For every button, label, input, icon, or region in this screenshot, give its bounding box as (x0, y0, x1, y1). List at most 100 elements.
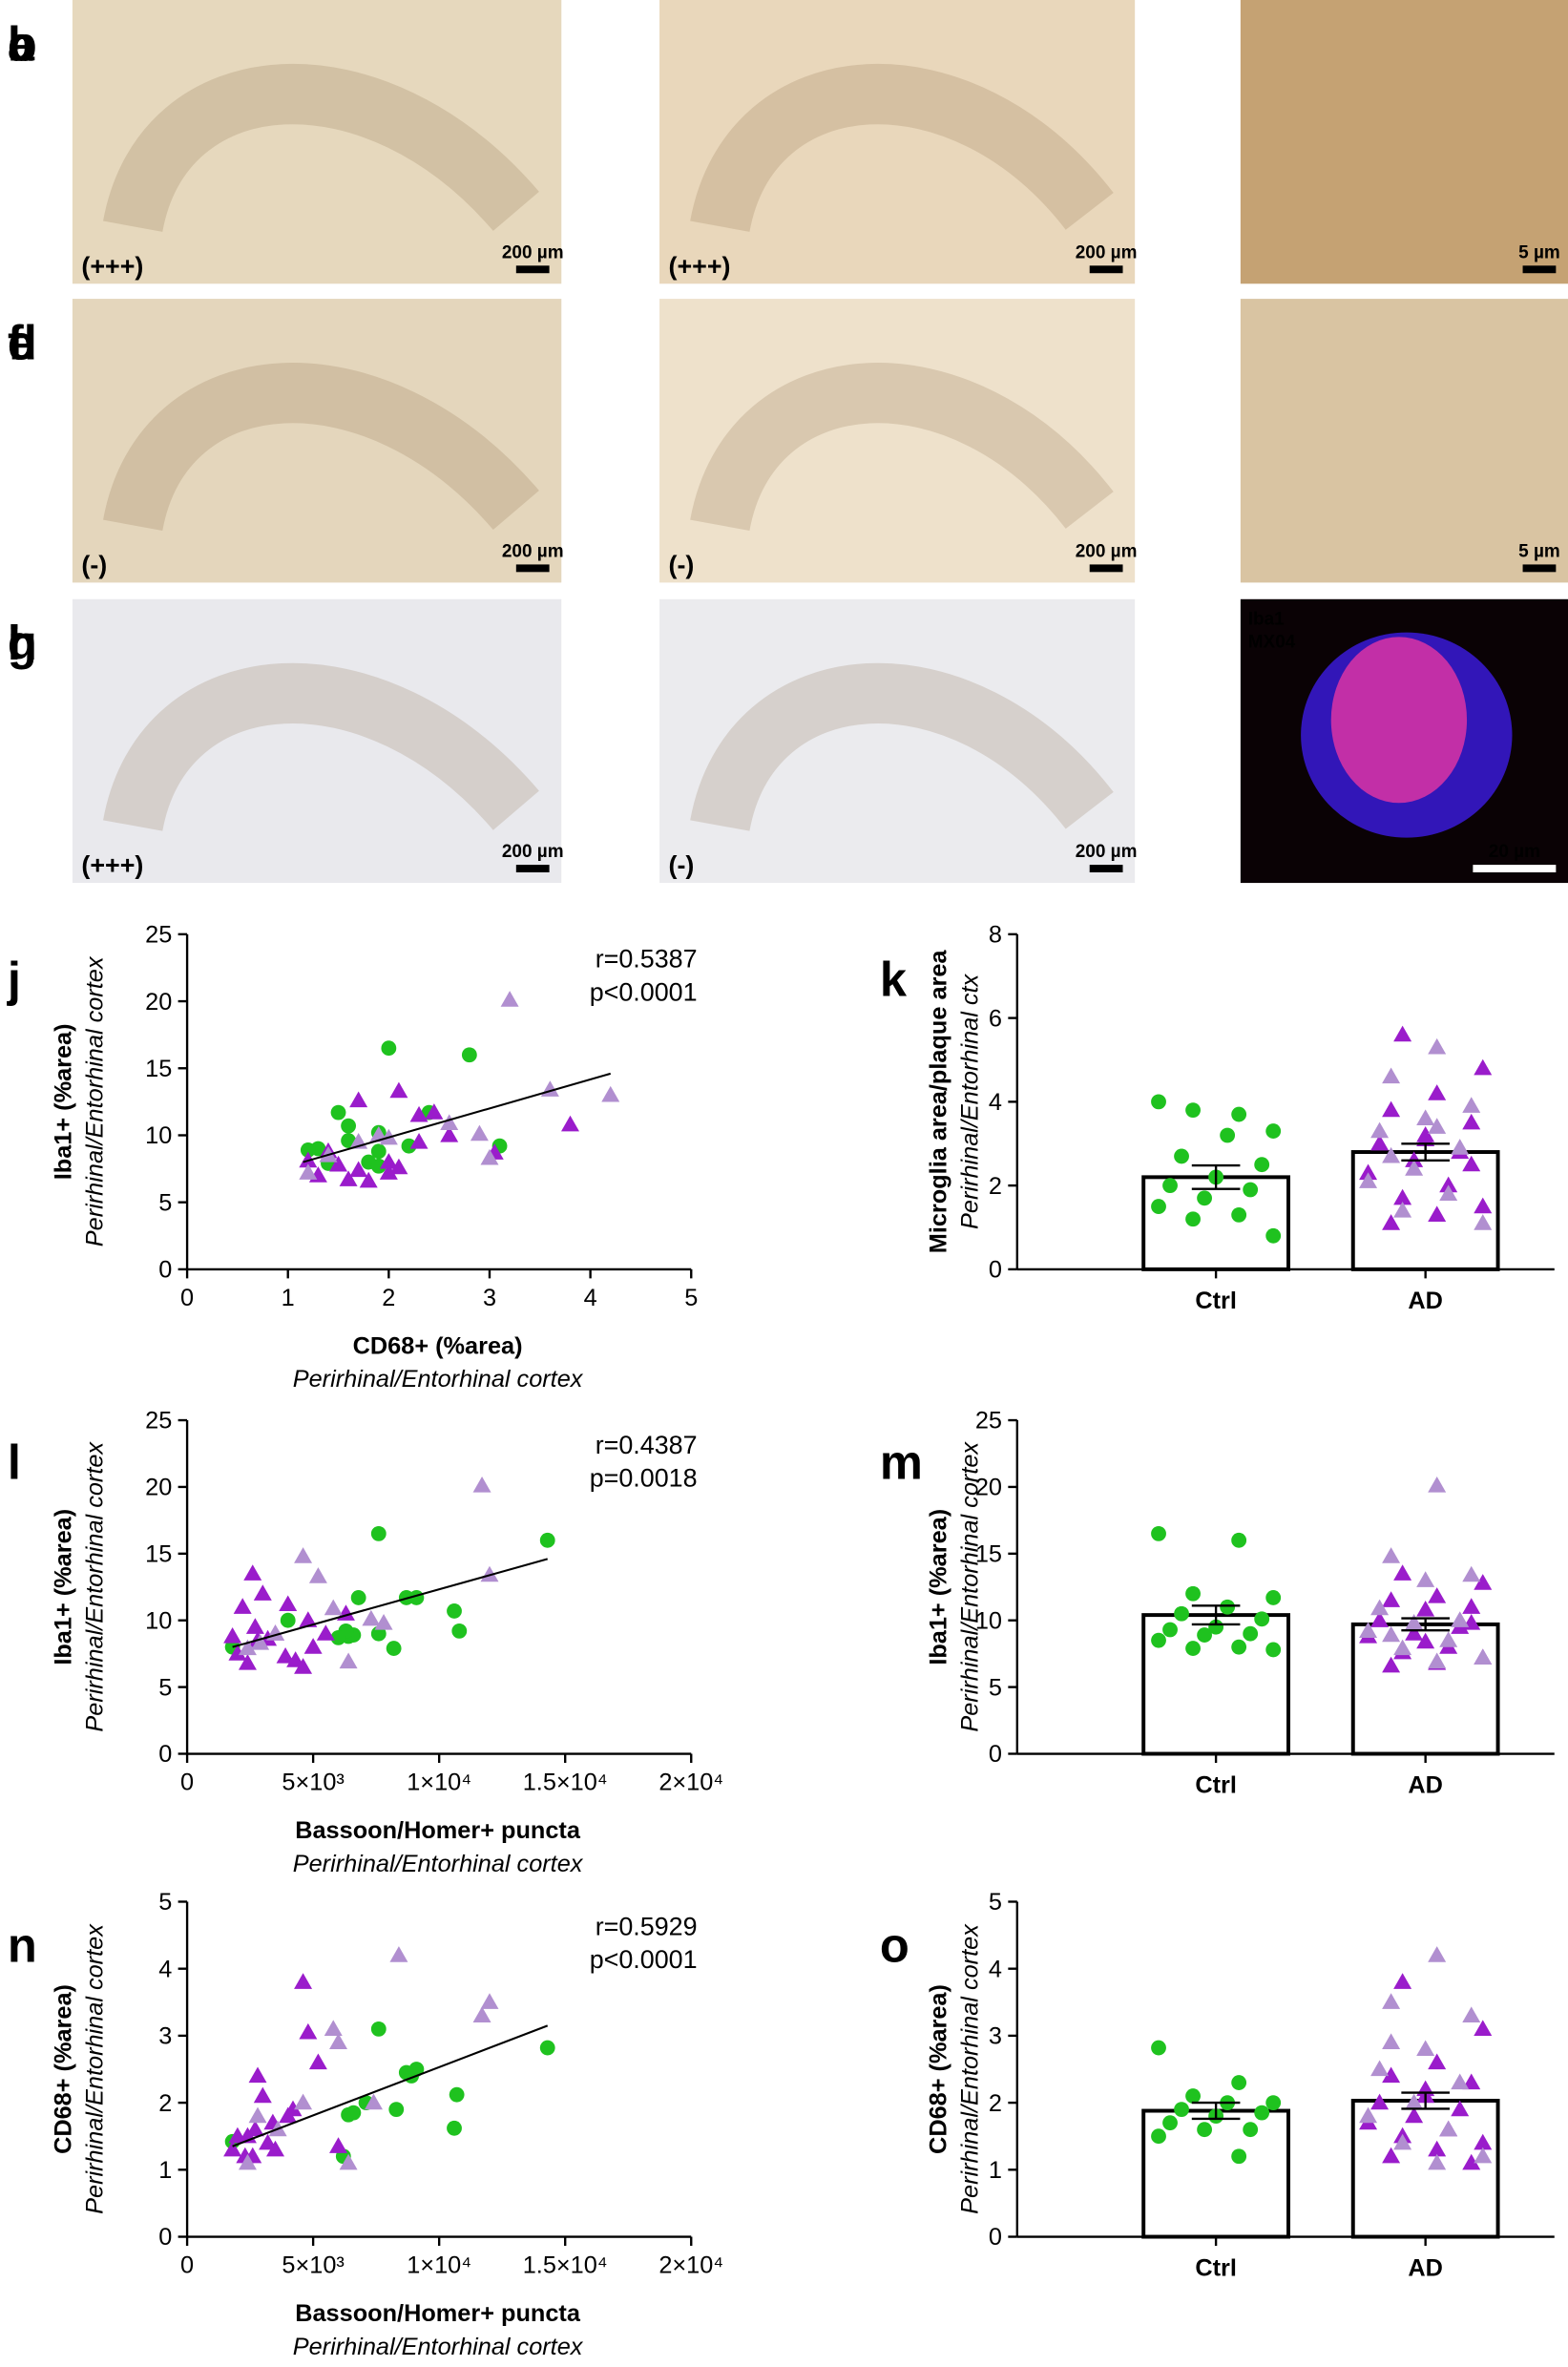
y-tick-label: 4 (989, 1089, 1002, 1116)
triangle-dot (294, 2093, 313, 2110)
dot (1174, 2102, 1189, 2118)
tissue-band (690, 662, 1114, 832)
y-tick-label: 15 (145, 1056, 172, 1082)
triangle-dot (294, 1973, 313, 1989)
dot (330, 1629, 346, 1645)
triangle-dot (1416, 1601, 1435, 1617)
dot (401, 1138, 417, 1154)
triangle-dot (601, 1085, 620, 1102)
triangle-dot (1474, 1214, 1493, 1230)
x-tick-label: Ctrl (1195, 1288, 1237, 1314)
y-tick-label: 0 (989, 1257, 1002, 1284)
triangle-dot (1428, 1205, 1447, 1222)
y-tick-label: 5 (989, 1889, 1002, 1916)
tissue-band (690, 63, 1114, 233)
triangle-dot (324, 1599, 343, 1616)
x-axis-label: Bassoon/Homer+ puncta (295, 2300, 581, 2327)
x-tick-label: 3 (483, 1285, 496, 1311)
triangle-dot (294, 1658, 313, 1674)
y-tick-label: 2 (158, 2090, 172, 2117)
micrograph (1240, 299, 1568, 583)
micrograph (1240, 0, 1568, 284)
triangle-dot (1451, 2073, 1470, 2090)
dot (1254, 1157, 1270, 1173)
triangle-dot (1428, 1037, 1447, 1055)
triangle-dot (1474, 1574, 1493, 1590)
y-axis-sublabel: Perirhinal/Entorhinal cortex (82, 955, 109, 1246)
triangle-dot (299, 2022, 318, 2040)
x-tick-label: Ctrl (1195, 2255, 1237, 2282)
dot (451, 1623, 468, 1639)
triangle-dot (1359, 1163, 1378, 1181)
dot (1231, 2148, 1247, 2165)
scale-bar (515, 564, 550, 573)
panel-annotation: (+++) (81, 252, 143, 281)
triangle-dot (1439, 2120, 1458, 2137)
micrograph (72, 0, 562, 284)
triangle-dot (1428, 1587, 1447, 1603)
triangle-dot (316, 1624, 335, 1641)
triangle-dot (1405, 1624, 1424, 1641)
scale-label: 20 µm (1489, 842, 1540, 862)
y-tick-label: 0 (989, 2224, 1002, 2251)
triangle-dot (1474, 1058, 1493, 1076)
triangle-dot (1382, 1656, 1401, 1673)
panel-letter: i (8, 616, 21, 670)
y-tick-label: 8 (989, 922, 1002, 949)
dot (350, 1590, 366, 1605)
triangle-dot (1428, 2140, 1447, 2157)
x-axis-label: Bassoon/Homer+ puncta (295, 1817, 581, 1844)
y-axis-label: Iba1+ (%area) (925, 1509, 951, 1665)
scale-label: 200 µm (1076, 842, 1138, 862)
triangle-dot (1474, 1648, 1493, 1665)
triangle-dot (308, 2053, 327, 2070)
scale-bar (1089, 564, 1123, 573)
dot (1231, 1532, 1247, 1548)
triangle-dot (1462, 1155, 1481, 1172)
scale-bar (1089, 865, 1123, 873)
y-axis-sublabel: Perirhinal/Entorhinal cortex (82, 1923, 109, 2214)
triangle-dot (339, 1652, 358, 1669)
triangle-dot (1370, 1121, 1390, 1139)
x-tick-label: 1×10⁴ (407, 2252, 471, 2278)
dot (1243, 1625, 1259, 1642)
dot (1220, 1127, 1236, 1143)
triangle-dot (1462, 1113, 1481, 1130)
scale-label: 200 µm (502, 542, 564, 562)
triangle-dot (472, 1477, 491, 1493)
triangle-dot (374, 1614, 393, 1630)
dot (447, 1603, 462, 1619)
scale-label: 200 µm (502, 842, 564, 862)
triangle-dot (1393, 1025, 1412, 1042)
x-tick-label: 1.5×10⁴ (523, 1769, 608, 1795)
dot (1185, 1102, 1201, 1119)
triangle-dot (1451, 2100, 1470, 2117)
triangle-dot (1428, 1084, 1447, 1100)
triangle-dot (359, 1171, 378, 1188)
triangle-dot (409, 1133, 429, 1149)
stat-annotation: r=0.5387 (596, 945, 698, 974)
triangle-dot (286, 1651, 305, 1667)
triangle-dot (472, 2006, 491, 2022)
dot (1162, 1178, 1178, 1194)
dot (1185, 1641, 1201, 1656)
dot (461, 1047, 477, 1063)
triangle-dot (1359, 1622, 1378, 1639)
panel-letter: g (8, 616, 37, 670)
triangle-dot (1393, 1188, 1412, 1205)
triangle-dot (1405, 1160, 1424, 1176)
micrograph (659, 299, 1136, 583)
triangle-dot (233, 1598, 252, 1614)
channel-label: MX04 (1248, 632, 1296, 652)
dot (1151, 1632, 1166, 1648)
panel-annotation: (+++) (669, 252, 731, 281)
panel-letter: e (8, 315, 34, 369)
triangle-dot (245, 1618, 264, 1634)
dot (1243, 2122, 1259, 2138)
triangle-dot (1382, 1146, 1401, 1163)
y-axis-label: Iba1+ (%area) (50, 1023, 76, 1180)
x-tick-label: 1.5×10⁴ (523, 2252, 608, 2278)
dot (447, 2120, 462, 2136)
y-tick-label: 3 (158, 2023, 172, 2050)
